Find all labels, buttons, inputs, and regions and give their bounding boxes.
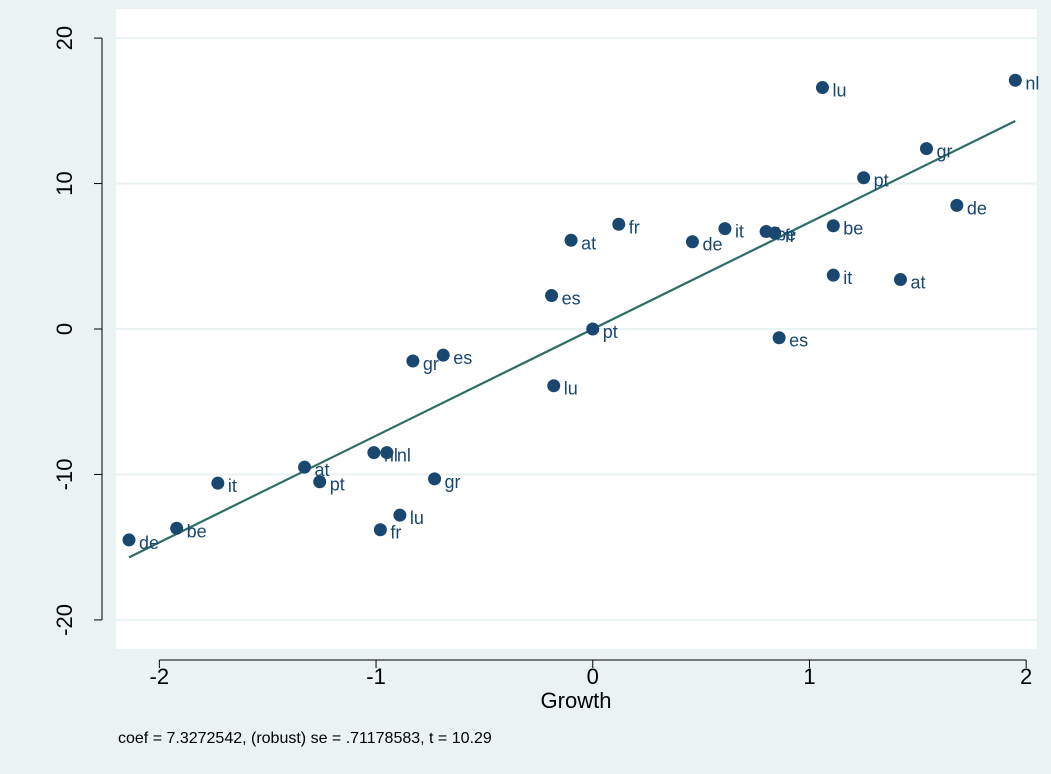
scatter-point bbox=[122, 533, 136, 547]
scatter-point bbox=[718, 222, 732, 236]
scatter-point bbox=[772, 331, 786, 345]
point-label: pt bbox=[330, 475, 345, 495]
point-label: lu bbox=[832, 81, 846, 101]
scatter-point bbox=[313, 475, 327, 489]
scatter-point bbox=[768, 226, 782, 240]
scatter-point bbox=[545, 289, 559, 303]
scatter-point bbox=[950, 198, 964, 212]
scatter-point bbox=[380, 446, 394, 460]
scatter-point bbox=[393, 508, 407, 522]
scatter-point bbox=[826, 219, 840, 233]
scatter-point bbox=[367, 446, 381, 460]
point-label: it bbox=[843, 268, 852, 288]
point-label: at bbox=[581, 233, 596, 253]
scatter-point bbox=[436, 348, 450, 362]
point-label: be bbox=[843, 219, 863, 239]
scatter-point bbox=[428, 472, 442, 486]
x-tick-label: 2 bbox=[1020, 664, 1032, 689]
point-label: lu bbox=[410, 508, 424, 528]
point-label: gr bbox=[936, 142, 952, 162]
point-label: es bbox=[453, 348, 472, 368]
y-tick-label: 10 bbox=[52, 171, 77, 195]
scatter-point bbox=[919, 142, 933, 156]
x-tick-label: -2 bbox=[150, 664, 170, 689]
point-label: de bbox=[967, 198, 987, 218]
point-label: pt bbox=[874, 171, 889, 191]
point-label: fr bbox=[629, 217, 640, 237]
scatter-point bbox=[857, 171, 871, 185]
point-label: fr bbox=[785, 226, 796, 246]
point-label: pt bbox=[603, 322, 618, 342]
point-label: de bbox=[139, 533, 159, 553]
scatter-point bbox=[211, 476, 225, 490]
y-tick-label: 0 bbox=[52, 323, 77, 335]
fit-line bbox=[128, 120, 1016, 559]
point-label: es bbox=[562, 289, 581, 309]
regression-note: coef = 7.3272542, (robust) se = .7117858… bbox=[118, 730, 492, 747]
y-tick-label: 20 bbox=[52, 26, 77, 50]
x-tick-label: 1 bbox=[803, 664, 815, 689]
x-tick-label: 0 bbox=[587, 664, 599, 689]
scatter-point bbox=[815, 81, 829, 95]
scatter-point bbox=[406, 354, 420, 368]
scatter-point bbox=[586, 322, 600, 336]
point-label: at bbox=[910, 273, 925, 293]
scatter-point bbox=[1008, 73, 1022, 87]
scatter-point bbox=[298, 460, 312, 474]
point-label: es bbox=[789, 331, 808, 351]
point-label: nl bbox=[397, 446, 411, 466]
points-layer: debeitatptnlnllufrgresgrluesatptfrdeitbe… bbox=[122, 73, 1039, 553]
x-tick-label: -1 bbox=[366, 664, 386, 689]
scatter-point bbox=[564, 233, 578, 247]
point-label: it bbox=[735, 222, 744, 242]
point-label: gr bbox=[423, 354, 439, 374]
point-label: be bbox=[187, 521, 207, 541]
point-label: it bbox=[228, 476, 237, 496]
y-tick-label: -10 bbox=[52, 459, 77, 491]
y-tick-label: -20 bbox=[52, 604, 77, 636]
scatter-point bbox=[893, 273, 907, 287]
point-label: gr bbox=[445, 472, 461, 492]
point-label: de bbox=[702, 235, 722, 255]
point-label: nl bbox=[1025, 73, 1039, 93]
point-label: fr bbox=[390, 523, 401, 543]
scatter-point bbox=[373, 523, 387, 537]
scatter-point bbox=[685, 235, 699, 249]
grid-lines bbox=[116, 37, 1037, 621]
x-axis-label: Growth bbox=[541, 688, 612, 713]
scatter-point bbox=[826, 268, 840, 282]
scatter-point bbox=[612, 217, 626, 231]
point-label: at bbox=[315, 460, 330, 480]
fit-line-layer bbox=[128, 120, 1016, 559]
scatter-point bbox=[170, 521, 184, 535]
scatter-point bbox=[547, 379, 561, 393]
point-label: be bbox=[776, 225, 796, 245]
point-label: lu bbox=[564, 379, 578, 399]
